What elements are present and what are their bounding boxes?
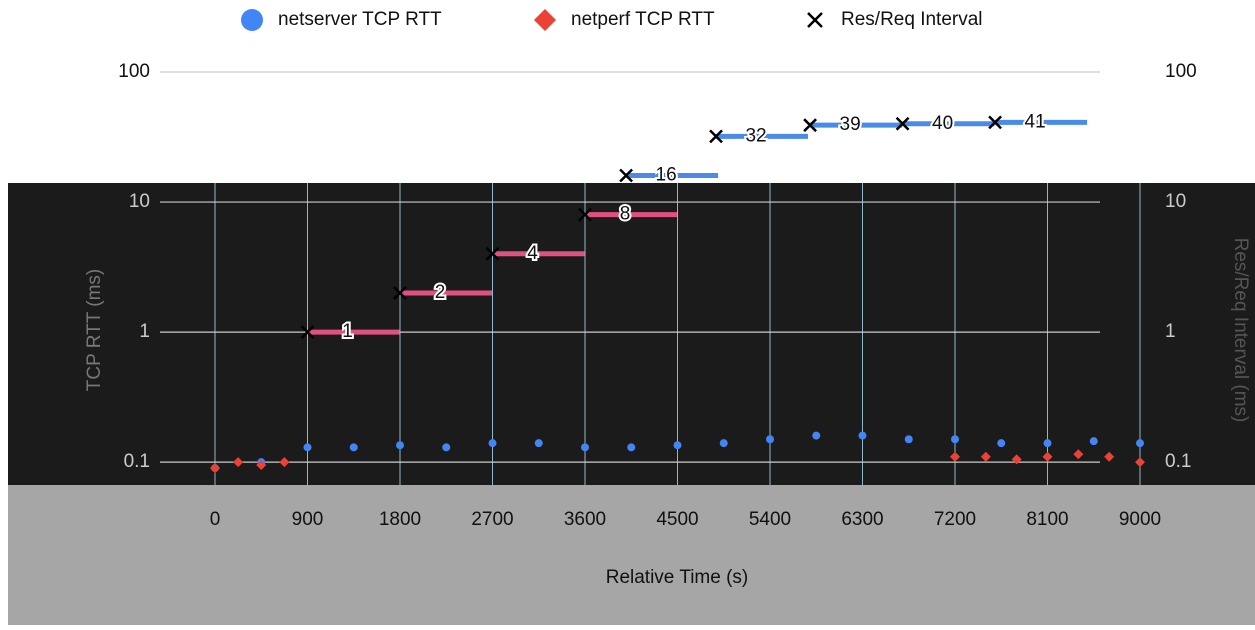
plot-area-top	[160, 72, 1100, 183]
point	[1042, 451, 1053, 462]
point	[300, 325, 315, 339]
x-tick-label: 7200	[934, 509, 976, 530]
legend-symbol	[241, 9, 263, 31]
point	[279, 457, 290, 468]
point	[719, 439, 728, 448]
point	[1043, 439, 1052, 448]
point	[803, 118, 817, 133]
x-tick-label: 1800	[379, 509, 421, 530]
point	[442, 443, 451, 452]
point	[980, 451, 991, 462]
x-tick-label: 900	[292, 509, 324, 530]
x-axis-label: Relative Time (s)	[606, 567, 749, 588]
point	[534, 439, 543, 448]
point	[1073, 449, 1084, 460]
point	[895, 116, 910, 131]
y2-tick-label: 10	[1165, 191, 1186, 212]
y-tick-label: 1	[139, 321, 150, 342]
bottom-band	[8, 485, 1255, 625]
data-label: 1	[342, 321, 353, 342]
y2-tick-label: 1	[1165, 321, 1176, 342]
point	[904, 435, 913, 444]
data-label: 41	[1025, 111, 1046, 132]
point	[1104, 451, 1115, 462]
point	[709, 129, 723, 144]
x-tick-label: 9000	[1119, 509, 1161, 530]
x-tick-label: 8100	[1026, 509, 1068, 530]
legend-label: netperf TCP RTT	[571, 9, 715, 30]
point	[581, 443, 589, 452]
point	[1135, 457, 1145, 468]
y-tick-label: 100	[118, 61, 150, 82]
y2-axis-label: Res/Req Interval (ms)	[1230, 238, 1251, 423]
x-tick-label: 0	[210, 509, 221, 530]
point	[627, 443, 636, 452]
x-tick-label: 3600	[564, 509, 606, 530]
data-label: 39	[840, 114, 861, 135]
x-tick-label: 4500	[656, 509, 698, 530]
legend-label: Res/Req Interval	[841, 9, 983, 30]
point	[396, 441, 404, 450]
point	[1089, 437, 1098, 446]
legend-symbol	[807, 12, 823, 28]
point	[997, 439, 1006, 448]
point	[303, 443, 312, 452]
point	[210, 463, 220, 474]
x-tick-label: 2700	[471, 509, 513, 530]
y-tick-label: 0.1	[124, 451, 150, 472]
data-label: 32	[745, 125, 766, 146]
data-label: 2	[435, 282, 446, 303]
legend-symbol	[534, 9, 556, 31]
point	[578, 207, 592, 222]
point	[951, 435, 959, 444]
point	[485, 246, 500, 261]
point	[812, 431, 821, 440]
point	[950, 451, 960, 462]
data-label: 8	[620, 204, 631, 225]
point	[858, 431, 867, 440]
data-label: 40	[932, 113, 953, 134]
point	[673, 441, 682, 450]
point	[988, 115, 1002, 130]
data-label: 16	[656, 165, 677, 186]
point	[766, 435, 774, 444]
point	[488, 439, 497, 448]
point	[233, 457, 244, 468]
point	[256, 460, 267, 471]
point	[1136, 439, 1144, 448]
point	[349, 443, 358, 452]
x-tick-label: 6300	[841, 509, 883, 530]
y-tick-label: 10	[129, 191, 150, 212]
point	[393, 286, 407, 300]
y2-tick-label: 100	[1165, 61, 1197, 82]
x-tick-label: 5400	[749, 509, 791, 530]
point	[1011, 454, 1022, 465]
data-label: 4	[527, 243, 538, 264]
y2-tick-label: 0.1	[1165, 451, 1191, 472]
y-axis-label: TCP RTT (ms)	[84, 269, 105, 391]
legend-label: netserver TCP RTT	[278, 9, 442, 30]
plot-area-dark	[8, 183, 1255, 485]
point	[619, 168, 633, 183]
